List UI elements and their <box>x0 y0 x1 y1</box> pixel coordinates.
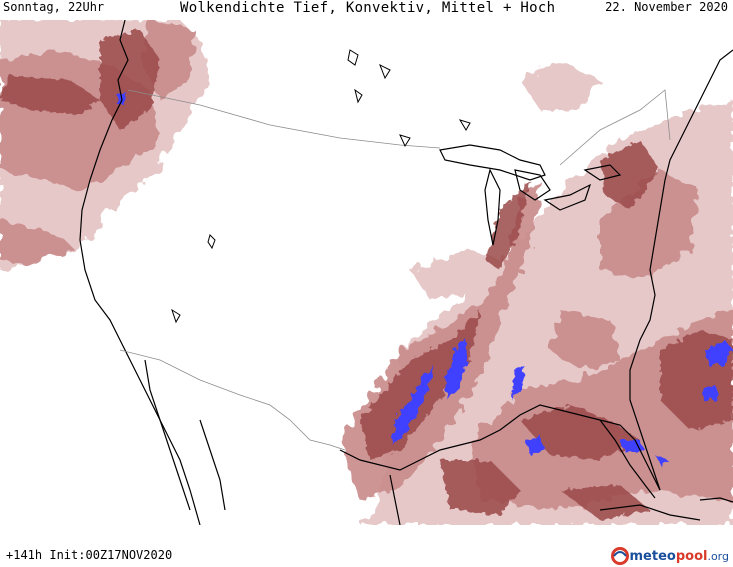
map-title: Wolkendichte Tief, Konvektiv, Mittel + H… <box>180 0 556 16</box>
date-label: 22. November 2020 <box>605 0 728 14</box>
run-info: +141h Init:00Z17NOV2020 <box>6 548 173 562</box>
coastlines <box>79 20 733 525</box>
logo-icon <box>610 547 629 565</box>
borders <box>119 89 671 451</box>
inland-lakes <box>171 49 471 324</box>
footer: +141h Init:00Z17NOV2020 meteopool.org <box>0 525 733 566</box>
logo-text: meteopool.org <box>629 548 730 564</box>
day-time-label: Sonntag, 22Uhr <box>3 0 105 14</box>
meteopool-logo: meteopool.org <box>610 545 730 567</box>
convective-cells <box>117 92 733 468</box>
cloud-density-map <box>0 20 733 525</box>
map-canvas <box>0 20 733 525</box>
header: Sonntag, 22Uhr Wolkendichte Tief, Konvek… <box>0 0 733 20</box>
